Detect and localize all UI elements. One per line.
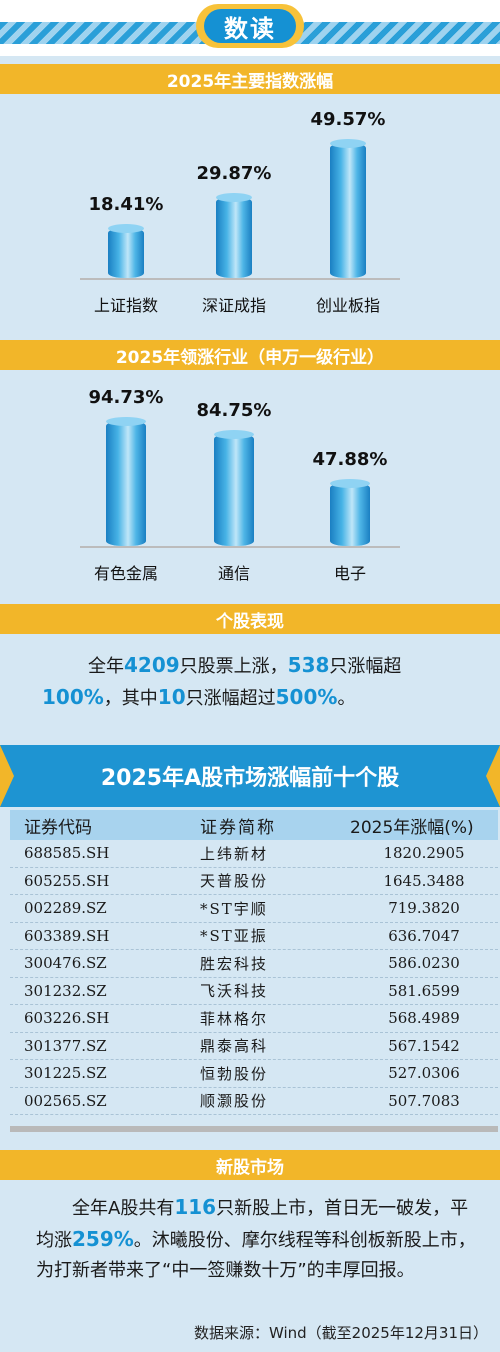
stock-gain: 568.4989 [350, 1004, 498, 1033]
ipo-section-title-bar: 新股市场 [0, 1150, 500, 1180]
chart-bar [106, 416, 146, 546]
stock-gain: 581.6599 [350, 977, 498, 1005]
header-badge: 数读 [196, 4, 304, 48]
band-right-arrow [486, 745, 500, 807]
chart-category-label: 创业板指 [315, 296, 380, 315]
stock-gain: 636.7047 [350, 922, 498, 950]
stock-name: 胜宏科技 [174, 949, 350, 978]
stock-name: 鼎泰高科 [174, 1032, 350, 1060]
chart-category-label: 有色金属 [93, 564, 158, 583]
chart-category-label: 深证成指 [201, 296, 266, 315]
ipo-count: 116 [174, 1195, 217, 1219]
ipo-avg-gain: 259% [72, 1227, 134, 1251]
header-gain: 2025年涨幅(%) [350, 810, 498, 840]
stock-gain: 567.1542 [350, 1032, 498, 1060]
index-chart: 18.41% 上证指数 29.87% 深证成指 49.57% 创业板指 [0, 100, 500, 336]
stock-name: 上纬新材 [174, 840, 350, 868]
header-name: 证券简称 [174, 810, 350, 840]
top10-title-band: 2025年A股市场涨幅前十个股 [0, 745, 500, 807]
chart-axis [80, 546, 400, 548]
stock-code: 300476.SZ [10, 949, 174, 978]
table-row: 605255.SH 天普股份 1645.3488 [10, 867, 498, 895]
chart-axis [80, 278, 400, 280]
chart-bar [330, 478, 370, 546]
stock-gain: 1820.2905 [350, 840, 498, 868]
table-row: 301377.SZ 鼎泰高科 567.1542 [10, 1032, 498, 1060]
stock-code: 301232.SZ [10, 977, 174, 1005]
header: 数读 [0, 0, 500, 56]
stock-code: 002565.SZ [10, 1087, 174, 1115]
chart-value-label: 29.87% [196, 162, 272, 184]
stock-name: 飞沃科技 [174, 977, 350, 1005]
chart-bar [216, 192, 252, 278]
stock-500-count: 10 [157, 685, 186, 709]
chart-bar [214, 430, 254, 546]
header-title: 数读 [204, 9, 296, 43]
stock-gain: 507.7083 [350, 1087, 498, 1115]
stock-summary: 全年4209只股票上涨，538只涨幅超100%，其中10只涨幅超过500%。 [42, 653, 402, 709]
table-header-row: 证券代码 证券简称 2025年涨幅(%) [10, 810, 498, 840]
top10-table: 证券代码 证券简称 2025年涨幅(%) 688585.SH 上纬新材 1820.2… [10, 810, 498, 1115]
stock-gain: 719.3820 [350, 894, 498, 923]
stock-code: 603226.SH [10, 1004, 174, 1033]
stock-code: 301225.SZ [10, 1059, 174, 1088]
industry-section-title: 2025年领涨行业（申万一级行业） [115, 347, 385, 368]
stock-code: 002289.SZ [10, 894, 174, 923]
stock-gain: 527.0306 [350, 1059, 498, 1088]
stock-name: 顺灏股份 [174, 1087, 350, 1115]
chart-value-label: 47.88% [312, 448, 388, 470]
stock-code: 301377.SZ [10, 1032, 174, 1060]
stock-gain: 586.0230 [350, 949, 498, 978]
chart-value-label: 84.75% [196, 400, 272, 422]
table-row: 688585.SH 上纬新材 1820.2905 [10, 840, 498, 868]
industry-section-title-bar: 2025年领涨行业（申万一级行业） [0, 340, 500, 370]
stock-section-title-bar: 个股表现 [0, 604, 500, 634]
table-bottom-shadow [10, 1126, 498, 1132]
stock-name: 天普股份 [174, 867, 350, 895]
chart-category-label: 通信 [217, 564, 250, 583]
chart-category-label: 上证指数 [93, 296, 158, 315]
index-section-title-bar: 2025年主要指数涨幅 [0, 64, 500, 94]
chart-value-label: 49.57% [310, 109, 386, 131]
top10-title: 2025年A股市场涨幅前十个股 [100, 766, 400, 791]
chart-category-label: 电子 [333, 564, 366, 583]
table-row: 002565.SZ 顺灏股份 507.7083 [10, 1087, 498, 1115]
stock-name: 恒勃股份 [174, 1059, 350, 1088]
stock-code: 603389.SH [10, 922, 174, 950]
stock-name: *ST宇顺 [174, 894, 350, 923]
band-left-arrow [0, 745, 14, 807]
chart-value-label: 94.73% [88, 386, 164, 408]
table-row: 300476.SZ 胜宏科技 586.0230 [10, 949, 498, 978]
stock-up-count: 4209 [124, 653, 180, 677]
chart-value-label: 18.41% [88, 193, 164, 215]
table-row: 301232.SZ 飞沃科技 581.6599 [10, 977, 498, 1005]
table-row: 002289.SZ *ST宇顺 719.3820 [10, 894, 498, 923]
chart-bar [330, 139, 366, 278]
industry-chart: 94.73% 有色金属 84.75% 通信 47.88% 电子 [0, 374, 500, 600]
stock-section-title: 个股表现 [216, 611, 284, 632]
stock-code: 688585.SH [10, 840, 174, 868]
data-source: 数据来源：Wind（截至2025年12月31日） [193, 1324, 488, 1342]
table-row: 603226.SH 菲林格尔 568.4989 [10, 1004, 498, 1033]
chart-bar [108, 223, 144, 278]
table-row: 603389.SH *ST亚振 636.7047 [10, 922, 498, 950]
ipo-section-title: 新股市场 [216, 1157, 284, 1178]
table-row: 301225.SZ 恒勃股份 527.0306 [10, 1059, 498, 1088]
header-code: 证券代码 [10, 810, 174, 840]
stock-code: 605255.SH [10, 867, 174, 895]
stock-gain: 1645.3488 [350, 867, 498, 895]
stock-name: 菲林格尔 [174, 1004, 350, 1033]
stock-100-count: 538 [287, 653, 330, 677]
index-section-title: 2025年主要指数涨幅 [166, 71, 334, 92]
stock-name: *ST亚振 [174, 922, 350, 950]
ipo-summary: 全年A股共有116只新股上市，首日无一破发，平均涨259%。沐曦股份、摩尔线程等… [36, 1195, 476, 1281]
